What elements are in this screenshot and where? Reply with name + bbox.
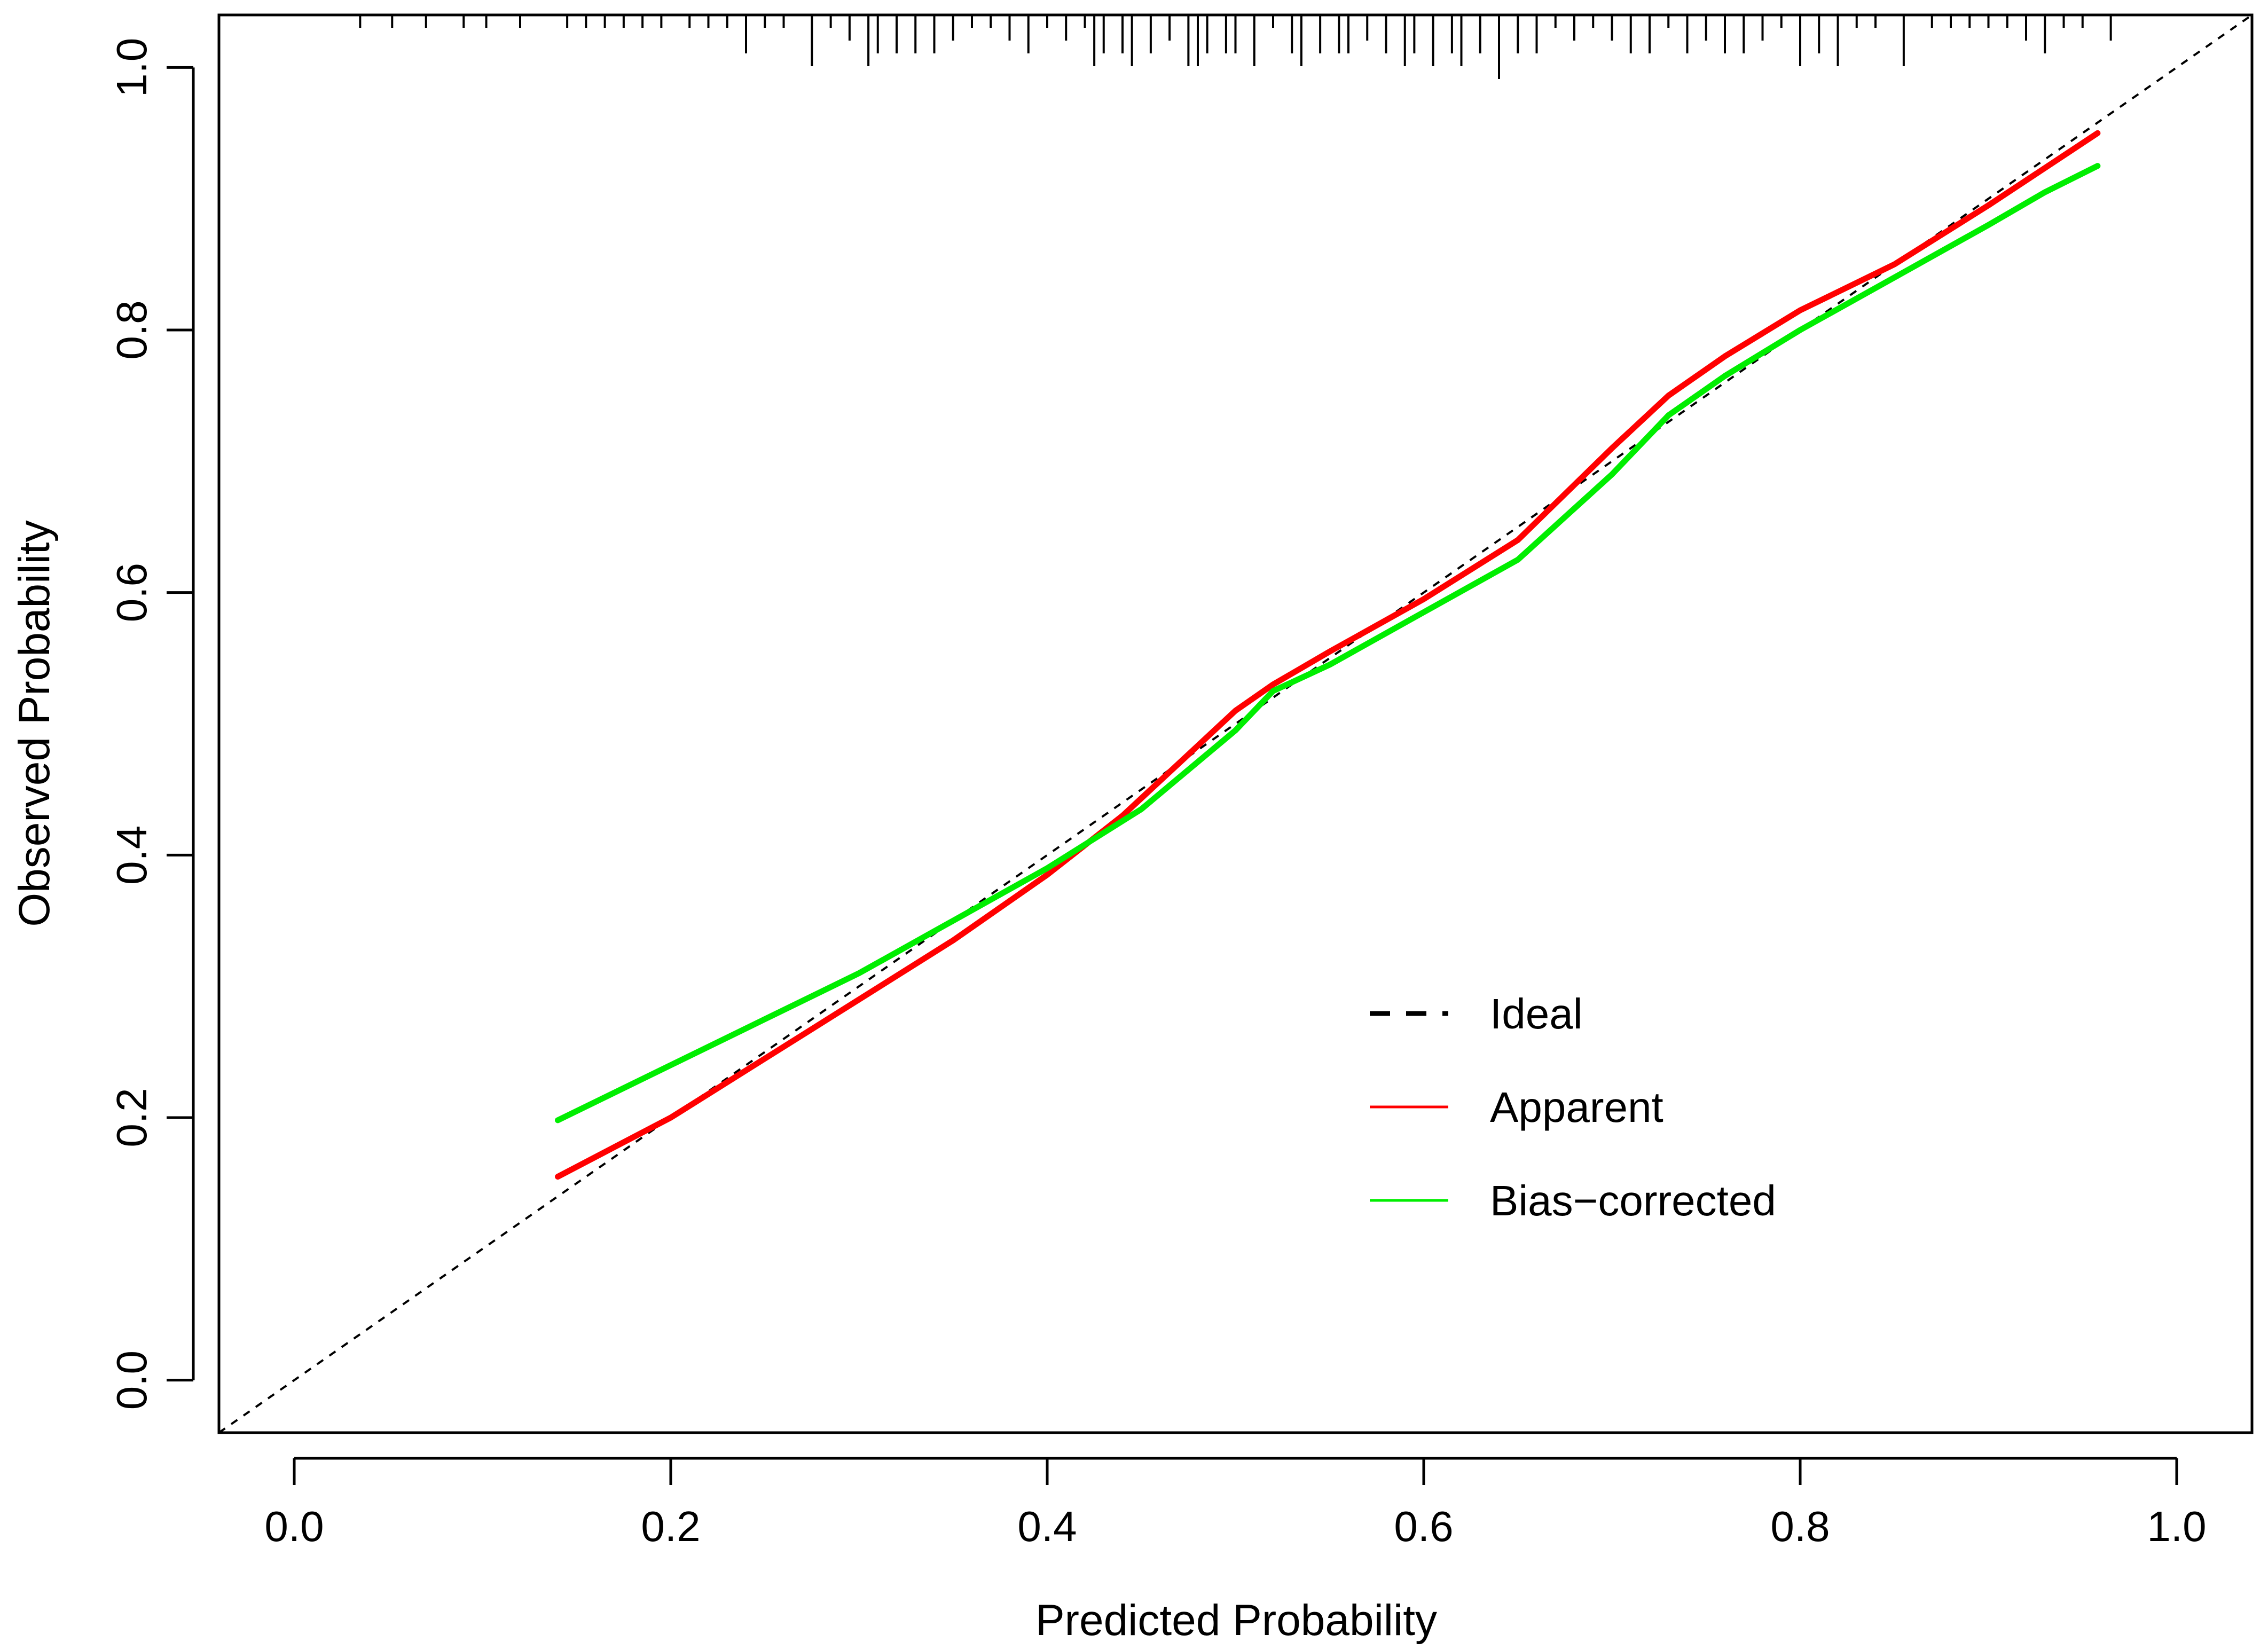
series-line-bias_corrected [555, 163, 2101, 1123]
x-tick-label: 0.4 [1017, 1503, 1077, 1550]
rug-marks [359, 15, 2112, 79]
legend: Ideal Apparent Bias−corrected [1370, 990, 1776, 1224]
x-tick-label: 1.0 [2147, 1503, 2206, 1550]
legend-label-ideal: Ideal [1490, 990, 1582, 1038]
y-tick-label: 0.6 [108, 563, 155, 622]
plot-frame [217, 13, 2254, 1434]
x-tick-label: 0.6 [1394, 1503, 1453, 1550]
y-axis-label: Observed Probability [10, 520, 59, 926]
legend-label-apparent: Apparent [1490, 1083, 1663, 1131]
series-lines [219, 15, 2252, 1433]
x-tick-label: 0.0 [264, 1503, 324, 1550]
series-line-ideal [219, 15, 2252, 1433]
x-tick-label: 0.8 [1770, 1503, 1830, 1550]
y-tick-label: 0.8 [108, 300, 155, 359]
y-axis: 0.0 0.2 0.4 0.6 0.8 1.0 [108, 38, 195, 1410]
y-tick-label: 0.0 [108, 1350, 155, 1410]
x-tick-label: 0.2 [641, 1503, 700, 1550]
y-tick-label: 0.2 [108, 1088, 155, 1147]
x-axis: 0.0 0.2 0.4 0.6 0.8 1.0 [264, 1457, 2207, 1550]
legend-label-bias_corrected: Bias−corrected [1490, 1177, 1776, 1224]
y-tick-label: 1.0 [108, 38, 155, 97]
series-line-apparent [555, 130, 2101, 1180]
y-tick-label: 0.4 [108, 826, 155, 885]
x-axis-label: Predicted Probability [1035, 1596, 1437, 1645]
